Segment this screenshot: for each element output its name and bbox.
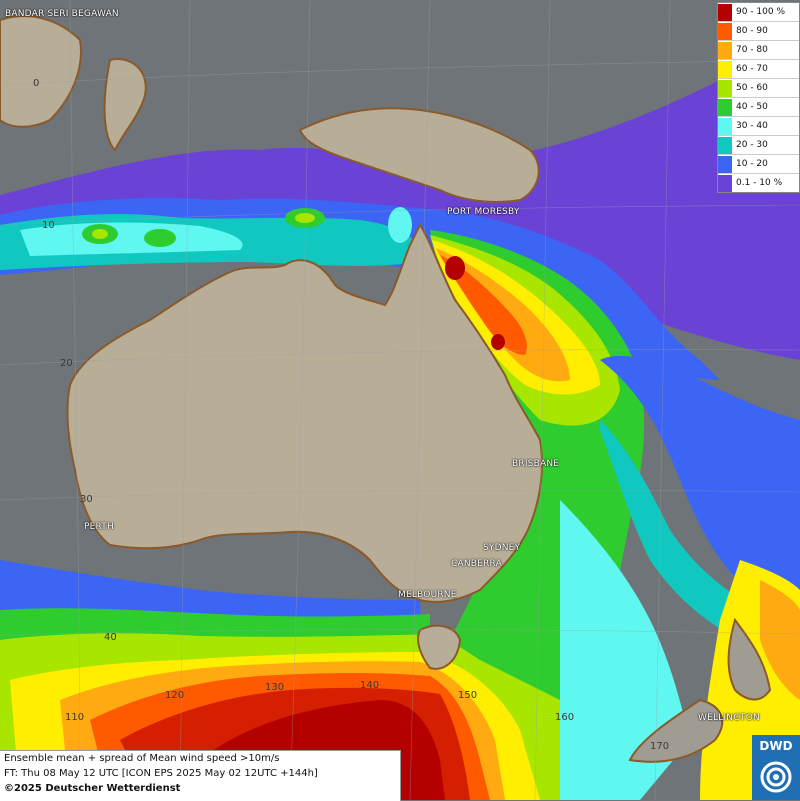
legend-label: 30 - 40 bbox=[736, 121, 768, 131]
legend-swatch bbox=[718, 79, 732, 97]
legend-swatch bbox=[718, 174, 732, 192]
legend-label: 40 - 50 bbox=[736, 102, 768, 112]
legend-swatch bbox=[718, 22, 732, 40]
info-forecast-time: FT: Thu 08 May 12 UTC [ICON EPS 2025 May… bbox=[4, 768, 318, 779]
legend-label: 80 - 90 bbox=[736, 26, 768, 36]
legend-label: 20 - 30 bbox=[736, 140, 768, 150]
longitude-label-120: 120 bbox=[165, 690, 185, 701]
legend-row: 10 - 20 bbox=[718, 155, 799, 174]
legend-row: 30 - 40 bbox=[718, 117, 799, 136]
longitude-label-130: 130 bbox=[265, 682, 285, 693]
legend-swatch bbox=[718, 155, 732, 173]
legend-swatch bbox=[718, 98, 732, 116]
legend-swatch bbox=[718, 136, 732, 154]
legend-label: 70 - 80 bbox=[736, 45, 768, 55]
longitude-label-110: 110 bbox=[65, 712, 85, 723]
city-label-brisbane: BRISBANE bbox=[512, 459, 560, 469]
legend-label: 10 - 20 bbox=[736, 159, 768, 169]
legend-row: 90 - 100 % bbox=[718, 3, 799, 22]
legend-swatch bbox=[718, 117, 732, 135]
legend-row: 20 - 30 bbox=[718, 136, 799, 155]
probability-legend: 90 - 100 % 80 - 90 70 - 80 60 - 70 50 - 60 40… bbox=[717, 2, 800, 193]
legend-row: 0.1 - 10 % bbox=[718, 174, 799, 192]
latitude-label-20: 20 bbox=[60, 358, 73, 369]
city-label-sydney: SYDNEY bbox=[483, 543, 521, 553]
city-label-canberra: CANBERRA bbox=[451, 559, 502, 569]
legend-label: 0.1 - 10 % bbox=[736, 178, 783, 188]
info-title: Ensemble mean + spread of Mean wind spee… bbox=[4, 753, 280, 764]
legend-label: 60 - 70 bbox=[736, 64, 768, 74]
swirl-icon bbox=[760, 761, 792, 793]
dwd-logo-text: DWD bbox=[759, 739, 793, 753]
legend-swatch bbox=[718, 41, 732, 59]
latitude-label-10: 10 bbox=[42, 220, 55, 231]
latitude-label-0: 0 bbox=[33, 78, 40, 89]
city-label-perth: PERTH bbox=[84, 522, 114, 532]
city-label-wellington: WELLINGTON bbox=[698, 713, 760, 723]
legend-swatch bbox=[718, 60, 732, 78]
legend-row: 80 - 90 bbox=[718, 22, 799, 41]
city-label-bandar-seri-begawan: BANDAR SERI BEGAWAN bbox=[5, 9, 119, 19]
legend-row: 40 - 50 bbox=[718, 98, 799, 117]
info-box: Ensemble mean + spread of Mean wind spee… bbox=[0, 750, 401, 801]
longitude-label-160: 160 bbox=[555, 712, 575, 723]
legend-row: 60 - 70 bbox=[718, 60, 799, 79]
legend-label: 50 - 60 bbox=[736, 83, 768, 93]
longitude-label-150: 150 bbox=[458, 690, 478, 701]
info-copyright: ©2025 Deutscher Wetterdienst bbox=[4, 783, 181, 794]
longitude-label-140: 140 bbox=[360, 680, 380, 691]
legend-swatch bbox=[718, 3, 732, 21]
legend-row: 50 - 60 bbox=[718, 79, 799, 98]
city-label-port-moresby: PORT MORESBY bbox=[447, 207, 520, 217]
latitude-label-40: 40 bbox=[104, 632, 117, 643]
latitude-label-30: 30 bbox=[80, 494, 93, 505]
longitude-label-170: 170 bbox=[650, 741, 670, 752]
legend-label: 90 - 100 % bbox=[736, 7, 786, 17]
legend-row: 70 - 80 bbox=[718, 41, 799, 60]
city-label-melbourne: MELBOURNE bbox=[398, 590, 457, 600]
dwd-logo: DWD bbox=[752, 735, 800, 800]
